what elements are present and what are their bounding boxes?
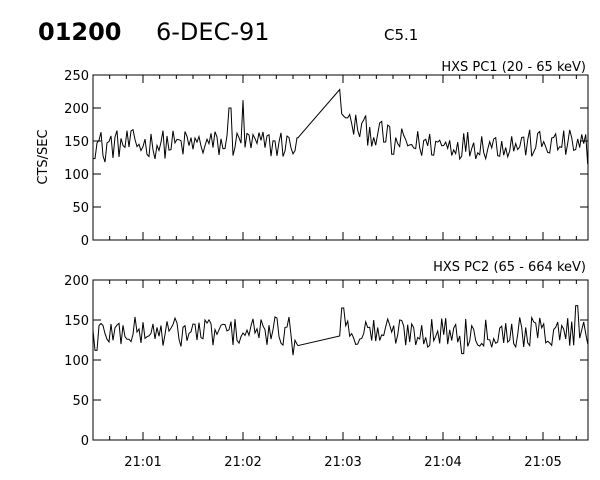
header-id: 01200	[38, 18, 122, 46]
panel-hxs-pc2: HXS PC2 (65 - 664 keV) 0 50 100 150 200 21:0…	[64, 260, 589, 470]
header-date: 6-DEC-91	[156, 18, 270, 46]
y-tick-label: 150	[64, 314, 89, 329]
x-tick-label: 21:05	[524, 455, 561, 470]
trace-pc1	[92, 88, 589, 165]
x-tick-label: 21:03	[324, 455, 361, 470]
panel-title-pc2: HXS PC2 (65 - 664 keV)	[433, 260, 586, 275]
y-tick-label: 50	[72, 201, 89, 216]
x-ticks-pc1	[92, 75, 577, 240]
y-tick-label: 200	[64, 274, 89, 289]
y-tick-label: 0	[81, 434, 89, 449]
trace-pc2	[92, 305, 589, 356]
x-tick-label: 21:01	[124, 455, 161, 470]
y-ticks-pc2: 0 50 100 150 200	[64, 274, 588, 449]
x-tick-label: 21:02	[224, 455, 261, 470]
y-tick-label: 50	[72, 394, 89, 409]
y-tick-label: 150	[64, 135, 89, 150]
y-axis-label: CTS/SEC	[36, 129, 51, 184]
y-tick-label: 0	[81, 234, 89, 249]
y-tick-label: 200	[64, 102, 89, 117]
plot-frame-pc2	[92, 279, 589, 441]
panel-title-pc1: HXS PC1 (20 - 65 keV)	[441, 60, 586, 75]
header-flare-class: C5.1	[384, 26, 418, 44]
y-tick-label: 100	[64, 168, 89, 183]
panel-hxs-pc1: HXS PC1 (20 - 65 keV) CTS/SEC 0 50 100 150 2…	[36, 60, 589, 249]
x-ticks-pc2: 21:01 21:02 21:03 21:04 21:05	[92, 280, 577, 470]
y-tick-label: 100	[64, 354, 89, 369]
x-tick-label: 21:04	[424, 455, 461, 470]
plot-frame-pc1	[92, 74, 589, 241]
y-ticks-pc1: 0 50 100 150 200 250	[64, 69, 588, 249]
y-tick-label: 250	[64, 69, 89, 84]
